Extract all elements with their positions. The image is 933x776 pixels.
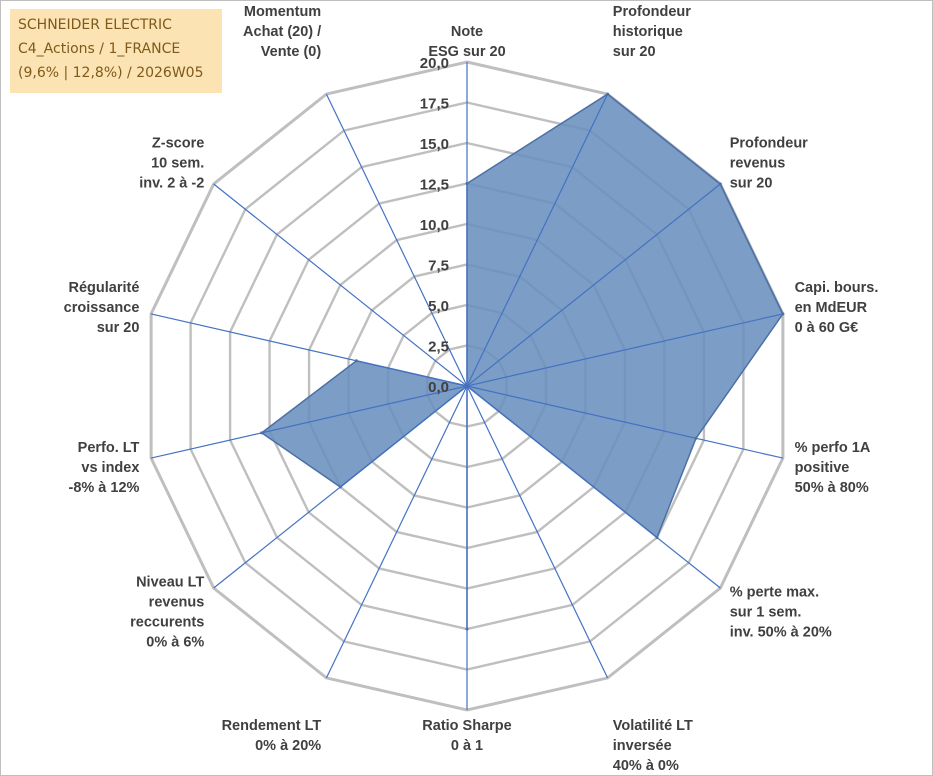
radial-tick-label: 20,0 bbox=[420, 55, 449, 72]
category-label: Profondeur historique sur 20 bbox=[613, 4, 691, 60]
axis-line bbox=[466, 385, 784, 459]
radial-tick-label: 5,0 bbox=[428, 298, 449, 315]
category-label: Momentum Achat (20) / Vente (0) bbox=[243, 4, 321, 60]
data-point bbox=[354, 359, 358, 363]
radial-tick-label: 17,5 bbox=[420, 96, 449, 113]
category-label: % perfo 1A positive 50% à 80% bbox=[795, 440, 871, 496]
title-company: SCHNEIDER ELECTRIC bbox=[18, 17, 172, 33]
category-label: Volatilité LT inversée 40% à 0% bbox=[613, 718, 693, 774]
category-label: % perte max. sur 1 sem. inv. 50% à 20% bbox=[730, 584, 832, 640]
data-point bbox=[338, 485, 342, 489]
axis-line bbox=[325, 93, 468, 387]
radial-tick-label: 7,5 bbox=[428, 258, 449, 275]
axis-line bbox=[466, 385, 721, 589]
axis-line bbox=[466, 313, 784, 387]
title-category: C4_Actions / 1_FRANCE bbox=[18, 41, 181, 57]
axis-line bbox=[150, 385, 468, 459]
data-point bbox=[606, 92, 610, 96]
series-area bbox=[260, 93, 784, 629]
radial-tick-label: 2,5 bbox=[428, 339, 449, 356]
data-point bbox=[655, 536, 659, 540]
axis-line bbox=[213, 183, 468, 387]
axis-line bbox=[466, 93, 609, 387]
axis-line bbox=[325, 385, 468, 679]
category-label: Ratio Sharpe 0 à 1 bbox=[422, 718, 511, 754]
data-point bbox=[465, 627, 469, 631]
data-point bbox=[694, 436, 698, 440]
chart-title-box: SCHNEIDER ELECTRIC C4_Actions / 1_FRANCE… bbox=[10, 9, 222, 93]
axis-line bbox=[150, 313, 468, 387]
axis-line bbox=[466, 385, 609, 679]
data-point bbox=[260, 431, 264, 435]
category-label: Perfo. LT vs index -8% à 12% bbox=[68, 440, 139, 496]
category-label: Niveau LT revenus reccurents 0% à 6% bbox=[130, 574, 204, 650]
data-point bbox=[781, 312, 785, 316]
radial-tick-label: 0,0 bbox=[428, 379, 449, 396]
radial-tick-label: 12,5 bbox=[420, 177, 449, 194]
category-label: Rendement LT 0% à 20% bbox=[222, 718, 322, 754]
title-period: (9,6% | 12,8%) / 2026W05 bbox=[18, 65, 204, 81]
radial-tick-label: 15,0 bbox=[420, 136, 449, 153]
category-label: Capi. bours. en MdEUR 0 à 60 G€ bbox=[795, 280, 879, 336]
category-label: Profondeur revenus sur 20 bbox=[730, 136, 808, 192]
data-point bbox=[465, 182, 469, 185]
data-point bbox=[718, 182, 722, 186]
data-point bbox=[465, 384, 469, 388]
radial-tick-label: 10,0 bbox=[420, 217, 449, 234]
category-label: Z-score 10 sem. inv. 2 à -2 bbox=[139, 136, 204, 192]
category-label: Régularité croissance sur 20 bbox=[64, 280, 140, 336]
category-label: Note ESG sur 20 bbox=[428, 24, 505, 60]
axis-line bbox=[466, 183, 721, 387]
